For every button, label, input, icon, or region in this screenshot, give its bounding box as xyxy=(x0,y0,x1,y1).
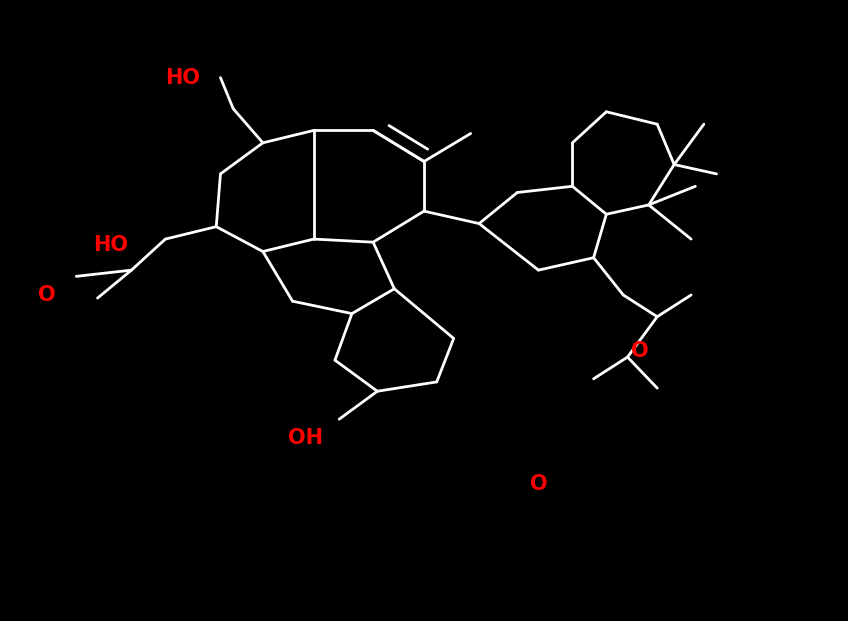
Text: HO: HO xyxy=(92,235,128,255)
Text: HO: HO xyxy=(165,68,200,88)
Text: OH: OH xyxy=(287,428,323,448)
Text: O: O xyxy=(530,474,547,494)
Text: O: O xyxy=(38,285,55,305)
Text: O: O xyxy=(632,341,649,361)
